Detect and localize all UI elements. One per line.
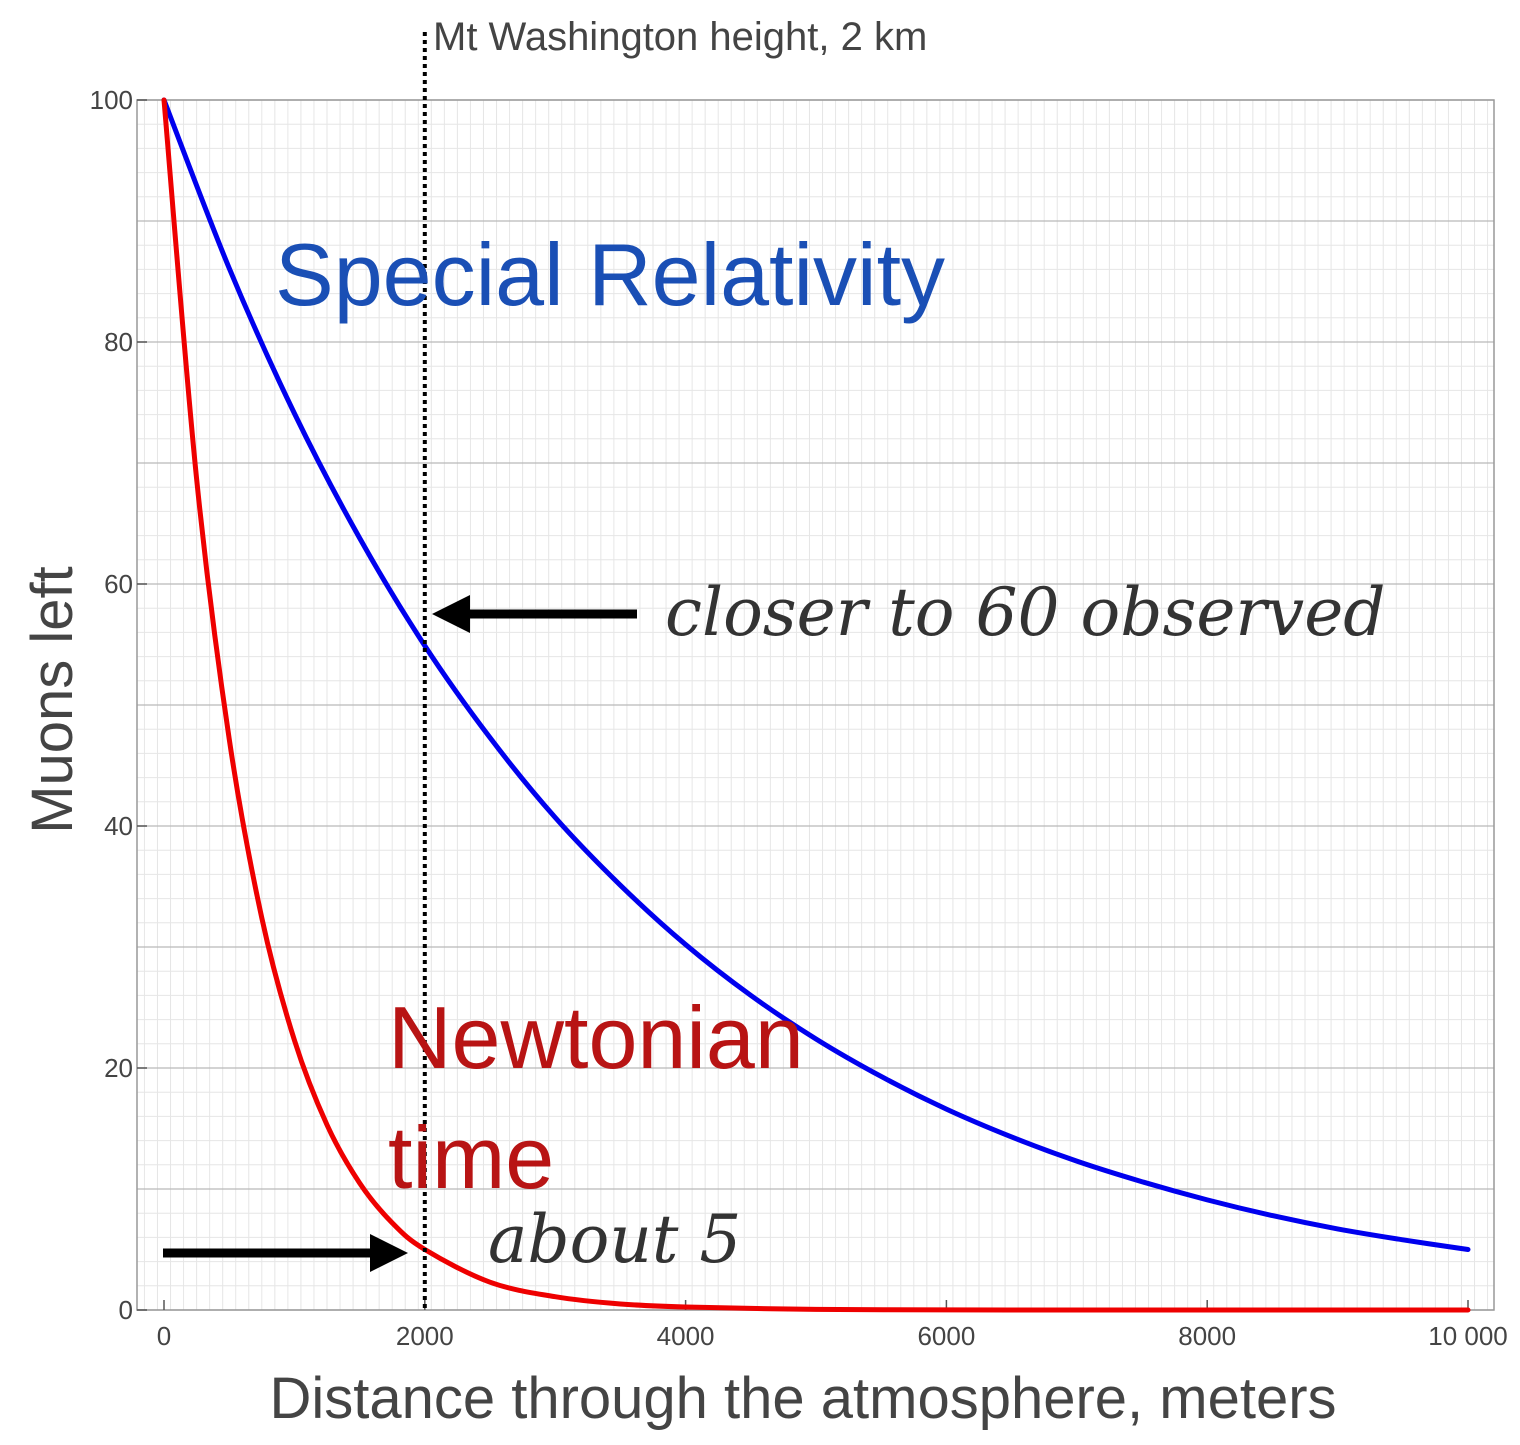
y-axis-label: Muons left xyxy=(20,566,85,834)
closer-arrow xyxy=(432,595,637,633)
series-layer xyxy=(161,97,1471,1313)
about-annotation: about 5 xyxy=(488,1201,741,1278)
y-tick-label: 100 xyxy=(90,85,133,115)
about-arrow xyxy=(163,1234,408,1272)
y-tick-label: 20 xyxy=(104,1053,133,1083)
y-tick-label: 40 xyxy=(104,811,133,841)
y-tick-label: 60 xyxy=(104,569,133,599)
y-tick-label: 80 xyxy=(104,327,133,357)
x-tick-label: 6000 xyxy=(917,1321,975,1351)
x-tick-labels: 0 2000 4000 6000 8000 10 000 xyxy=(157,1321,1508,1351)
newtonian-time-curve xyxy=(161,97,1471,1313)
newtonian-label-line2: time xyxy=(388,1108,554,1207)
vline-label: Mt Washington height, 2 km xyxy=(433,15,927,59)
x-tick-label: 10 000 xyxy=(1428,1321,1508,1351)
newtonian-label-line1: Newtonian xyxy=(388,988,804,1087)
x-tick-label: 4000 xyxy=(657,1321,715,1351)
x-tick-label: 0 xyxy=(157,1321,171,1351)
special-relativity-label: Special Relativity xyxy=(275,225,945,324)
closer-annotation: closer to 60 observed xyxy=(665,574,1386,651)
x-tick-label: 2000 xyxy=(396,1321,454,1351)
special-relativity-curve xyxy=(161,97,1471,1252)
y-tick-label: 0 xyxy=(119,1295,133,1325)
x-axis-label: Distance through the atmosphere, meters xyxy=(269,1366,1336,1431)
y-tick-labels: 0 20 40 60 80 100 xyxy=(90,85,133,1325)
x-tick-label: 8000 xyxy=(1178,1321,1236,1351)
